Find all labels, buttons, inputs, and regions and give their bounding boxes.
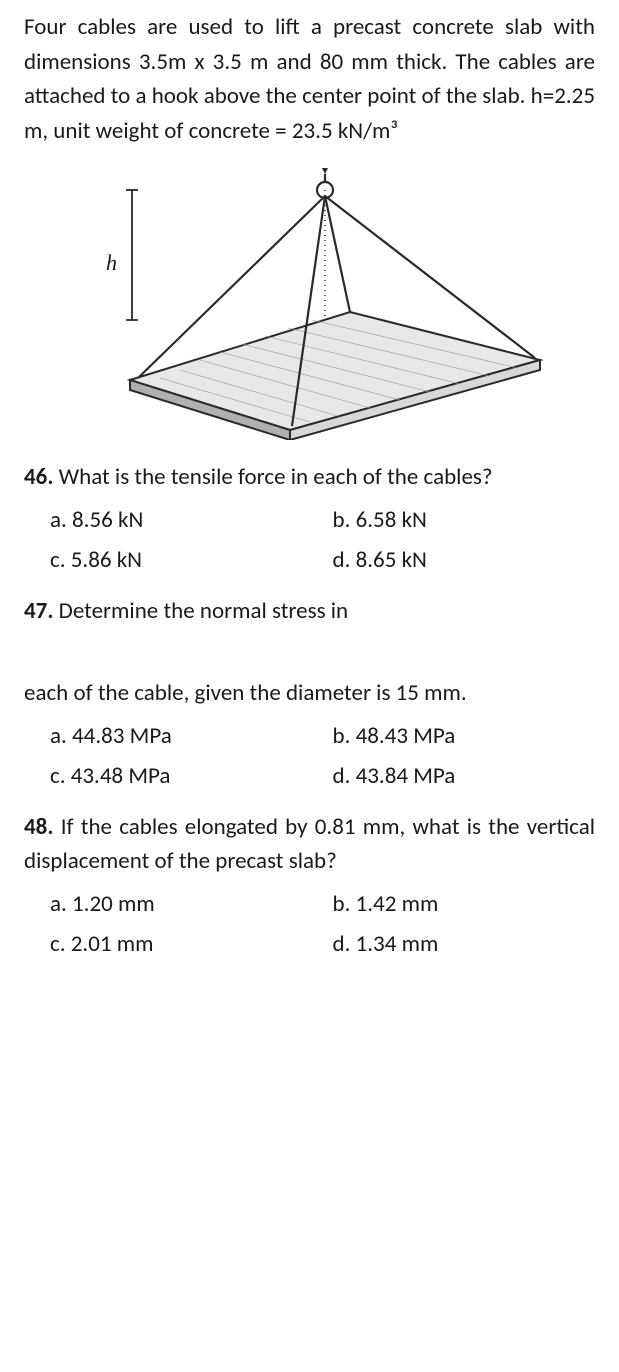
question-48-options: a. 1.20 mm b. 1.42 mm c. 2.01 mm d. 1.34… [24,887,595,962]
question-46-options: a. 8.56 kN b. 6.58 kN c. 5.86 kN d. 8.65… [24,503,595,578]
question-48-number: 48. [24,813,53,841]
option-48-b: b. 1.42 mm [333,887,596,922]
option-47-c: c. 43.48 MPa [50,759,313,794]
question-47-continuation: each of the cable, given the diameter is… [24,676,595,711]
section-break [24,644,595,662]
option-46-d: d. 8.65 kN [333,543,596,578]
question-47-intro-text: 47. Determine the normal stress in [24,594,595,629]
option-46-b: b. 6.58 kN [333,503,596,538]
question-47-continued: each of the cable, given the diameter is… [24,676,595,794]
option-46-a: a. 8.56 kN [50,503,313,538]
question-47-intro-body: Determine the normal stress in [59,597,348,625]
option-47-b: b. 48.43 MPa [333,719,596,754]
question-47-number: 47. [24,597,53,625]
option-48-d: d. 1.34 mm [333,927,596,962]
question-47-intro: 47. Determine the normal stress in [24,594,595,629]
question-46-body: What is the tensile force in each of the… [59,463,493,491]
option-47-a: a. 44.83 MPa [50,719,313,754]
question-48-body: If the cables elongated by 0.81 mm, what… [24,813,595,876]
height-label: h [106,250,117,275]
question-46: 46. What is the tensile force in each of… [24,460,595,578]
question-48: 48. If the cables elongated by 0.81 mm, … [24,810,595,962]
question-46-text: 46. What is the tensile force in each of… [24,460,595,495]
figure-container: h [24,160,595,440]
option-47-d: d. 43.84 MPa [333,759,596,794]
option-46-c: c. 5.86 kN [50,543,313,578]
question-47-options: a. 44.83 MPa b. 48.43 MPa c. 43.48 MPa d… [24,719,595,794]
option-48-c: c. 2.01 mm [50,927,313,962]
problem-statement: Four cables are used to lift a precast c… [24,10,595,148]
option-48-a: a. 1.20 mm [50,887,313,922]
question-48-text: 48. If the cables elongated by 0.81 mm, … [24,810,595,879]
question-46-number: 46. [24,463,53,491]
slab-cables-figure: h [70,160,550,440]
